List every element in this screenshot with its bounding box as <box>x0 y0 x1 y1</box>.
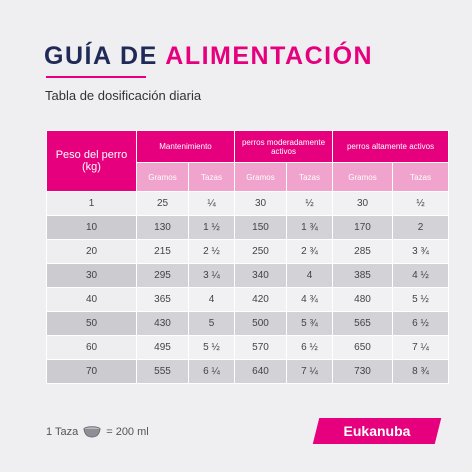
table-cell: 6 ¼ <box>187 359 236 384</box>
cup-conversion-note: 1 Taza = 200 ml <box>46 426 149 438</box>
group-header-maintenance: Mantenimiento <box>135 130 236 163</box>
subheader-grams: Gramos <box>332 162 394 192</box>
table-cell: 5 ½ <box>187 335 236 360</box>
table-cell: 385 <box>332 263 394 288</box>
subheader-cups: Tazas <box>392 162 450 192</box>
table-cell: 500 <box>234 311 288 336</box>
weight-cell: 70 <box>46 359 137 384</box>
subheader-cups: Tazas <box>286 162 334 192</box>
table-cell: 4 ¾ <box>286 287 334 312</box>
table-cell: 2 ¾ <box>286 239 334 264</box>
page-subtitle: Tabla de dosificación diaria <box>45 88 202 103</box>
table-cell: 6 ½ <box>392 311 450 336</box>
table-cell: 5 ¾ <box>286 311 334 336</box>
table-row: 60 495 5 ½ 570 6 ½ 650 7 ¼ <box>46 335 450 360</box>
table-cell: 555 <box>136 359 189 384</box>
table-cell: 4 ½ <box>392 263 450 288</box>
weight-cell: 20 <box>46 239 137 264</box>
weight-cell: 40 <box>46 287 137 312</box>
table-cell: 250 <box>234 239 288 264</box>
table-cell: 1 ½ <box>187 215 236 240</box>
table-cell: ¼ <box>187 191 236 216</box>
cup-suffix: = 200 ml <box>106 426 149 438</box>
table-row: 70 555 6 ¼ 640 7 ¼ 730 8 ¾ <box>46 359 450 384</box>
table-cell: 730 <box>332 359 394 384</box>
weight-cell: 1 <box>46 191 137 216</box>
table-cell: 420 <box>234 287 288 312</box>
subheader-grams: Gramos <box>234 162 288 192</box>
table-cell: 4 <box>286 263 334 288</box>
table-cell: 30 <box>234 191 288 216</box>
table-row: 20 215 2 ½ 250 2 ¾ 285 3 ¾ <box>46 239 450 264</box>
table-cell: 6 ½ <box>286 335 334 360</box>
title-underline <box>46 76 146 78</box>
title-part-1: GUÍA DE <box>44 42 158 70</box>
table-row: 10 130 1 ½ 150 1 ¾ 170 2 <box>46 215 450 240</box>
table-cell: 295 <box>136 263 189 288</box>
brand-name: Eukanuba <box>343 423 411 439</box>
table-cell: 215 <box>136 239 189 264</box>
table-cell: 25 <box>136 191 189 216</box>
table-row: 50 430 5 500 5 ¾ 565 6 ½ <box>46 311 450 336</box>
cup-icon <box>82 426 102 438</box>
table-cell: 1 ¾ <box>286 215 334 240</box>
table-cell: 640 <box>234 359 288 384</box>
table-cell: 285 <box>332 239 394 264</box>
table-cell: 2 <box>392 215 450 240</box>
table-cell: 495 <box>136 335 189 360</box>
weight-header: Peso del perro (kg) <box>46 130 137 192</box>
table-cell: 3 ¾ <box>392 239 450 264</box>
weight-cell: 30 <box>46 263 137 288</box>
table-cell: 30 <box>332 191 394 216</box>
table-row: 30 295 3 ¼ 340 4 385 4 ½ <box>46 263 450 288</box>
table-cell: 7 ¼ <box>286 359 334 384</box>
weight-cell: 50 <box>46 311 137 336</box>
table-cell: 8 ¾ <box>392 359 450 384</box>
table-cell: 170 <box>332 215 394 240</box>
table-cell: ½ <box>392 191 450 216</box>
table-cell: 430 <box>136 311 189 336</box>
table-cell: 570 <box>234 335 288 360</box>
brand-logo: Eukanuba <box>312 418 442 444</box>
feeding-table: Peso del perro (kg) Mantenimiento perros… <box>46 130 450 384</box>
table-cell: 365 <box>136 287 189 312</box>
title-part-2: ALIMENTACIÓN <box>165 42 374 70</box>
table-cell: ½ <box>286 191 334 216</box>
subheader-cups: Tazas <box>187 162 236 192</box>
table-cell: 650 <box>332 335 394 360</box>
group-header-high: perros altamente activos <box>332 130 450 163</box>
table-row: 40 365 4 420 4 ¾ 480 5 ½ <box>46 287 450 312</box>
table-cell: 2 ½ <box>187 239 236 264</box>
subheader-grams: Gramos <box>136 162 189 192</box>
table-cell: 340 <box>234 263 288 288</box>
weight-cell: 60 <box>46 335 137 360</box>
page-title: GUÍA DE ALIMENTACIÓN <box>44 42 373 71</box>
group-header-moderate: perros moderadamente activos <box>234 130 334 163</box>
table-cell: 5 ½ <box>392 287 450 312</box>
table-cell: 5 <box>187 311 236 336</box>
table-cell: 150 <box>234 215 288 240</box>
table-cell: 480 <box>332 287 394 312</box>
weight-cell: 10 <box>46 215 137 240</box>
table-cell: 130 <box>136 215 189 240</box>
table-cell: 3 ¼ <box>187 263 236 288</box>
table-cell: 7 ¼ <box>392 335 450 360</box>
table-cell: 565 <box>332 311 394 336</box>
cup-prefix: 1 Taza <box>46 426 79 438</box>
table-row: 1 25 ¼ 30 ½ 30 ½ <box>46 191 450 216</box>
table-cell: 4 <box>187 287 236 312</box>
